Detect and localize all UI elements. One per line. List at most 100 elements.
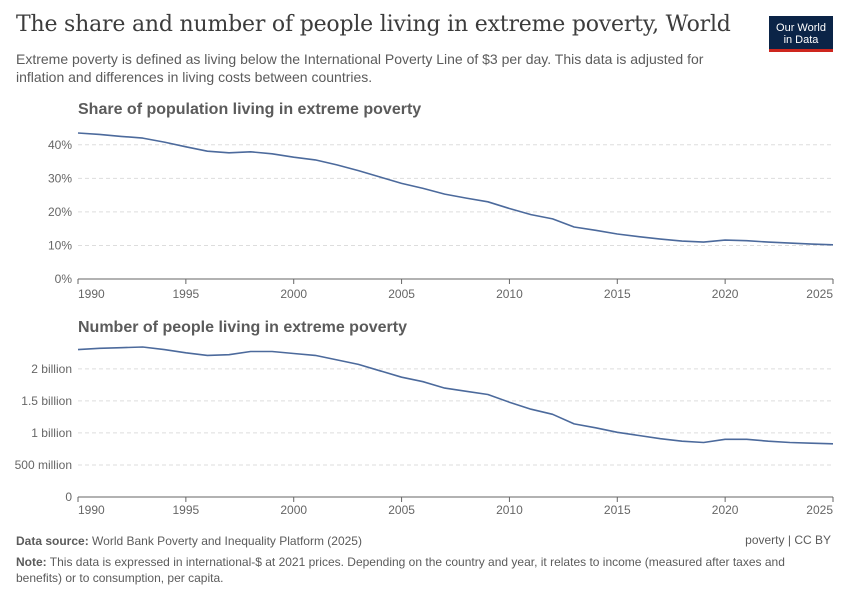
data-point[interactable] [334,357,340,363]
data-point[interactable] [657,236,663,242]
license-separator: | [787,533,791,547]
data-point[interactable] [571,421,577,427]
license-link[interactable]: CC BY [794,533,831,547]
chart-title-1: Share of population living in extreme po… [78,101,421,118]
data-point[interactable] [377,368,383,374]
chart-subtitle: Extreme poverty is defined as living bel… [16,51,704,85]
note-line: Note: This data is expressed in internat… [16,554,816,586]
data-point[interactable] [463,388,469,394]
data-point[interactable] [679,438,685,444]
data-point[interactable] [75,347,81,353]
data-point[interactable] [399,180,405,186]
data-point[interactable] [442,191,448,197]
y-tick-label: 10% [48,238,72,252]
data-point[interactable] [204,352,210,358]
data-point[interactable] [830,242,836,248]
data-point[interactable] [506,206,512,212]
x-tick-label: 2015 [604,287,631,301]
data-point[interactable] [183,350,189,356]
data-point[interactable] [701,239,707,245]
data-point[interactable] [140,344,146,350]
x-tick-label: 1990 [78,503,105,517]
data-point[interactable] [528,212,534,218]
data-point[interactable] [593,425,599,431]
data-point[interactable] [420,185,426,191]
data-point[interactable] [550,411,556,417]
series-line[interactable] [77,346,834,445]
data-point[interactable] [420,379,426,385]
data-point[interactable] [355,361,361,367]
data-point[interactable] [377,174,383,180]
data-point[interactable] [657,436,663,442]
y-tick-label: 0% [55,272,73,286]
data-point[interactable] [183,144,189,150]
y-tick-label: 40% [48,138,72,152]
data-point[interactable] [744,238,750,244]
x-tick-label: 2000 [280,287,307,301]
data-point[interactable] [312,352,318,358]
data-point[interactable] [75,130,81,136]
data-point[interactable] [765,239,771,245]
data-point[interactable] [161,347,167,353]
y-tick-label: 0 [65,490,72,504]
data-point[interactable] [571,224,577,230]
data-point[interactable] [97,345,103,351]
data-point[interactable] [118,133,124,139]
data-point[interactable] [808,440,814,446]
data-point[interactable] [593,227,599,233]
data-point[interactable] [506,399,512,405]
data-point[interactable] [140,135,146,141]
x-tick-label: 2010 [496,287,523,301]
license-line: poverty | CC BY [745,533,831,547]
data-point[interactable] [248,149,254,155]
data-point[interactable] [528,406,534,412]
data-point[interactable] [161,139,167,145]
data-point[interactable] [226,352,232,358]
data-point[interactable] [118,345,124,351]
data-point[interactable] [636,432,642,438]
data-point[interactable] [636,234,642,240]
y-tick-label: 1.5 billion [21,394,72,408]
data-point[interactable] [204,148,210,154]
data-point[interactable] [248,349,254,355]
data-point[interactable] [291,350,297,356]
data-point[interactable] [485,391,491,397]
data-point[interactable] [701,440,707,446]
y-tick-label: 500 million [15,458,72,472]
data-point[interactable] [399,374,405,380]
data-point[interactable] [97,131,103,137]
data-source-text: World Bank Poverty and Inequality Platfo… [92,534,362,548]
data-point[interactable] [355,168,361,174]
data-point[interactable] [291,154,297,160]
data-point[interactable] [722,237,728,243]
series-line[interactable] [77,132,834,246]
data-point[interactable] [334,162,340,168]
data-point[interactable] [830,441,836,447]
data-point[interactable] [765,438,771,444]
data-point[interactable] [485,199,491,205]
x-tick-label: 2025 [806,503,833,517]
data-point[interactable] [679,238,685,244]
data-point[interactable] [808,241,814,247]
y-tick-label: 20% [48,205,72,219]
data-point[interactable] [269,349,275,355]
data-point[interactable] [744,436,750,442]
data-point[interactable] [787,240,793,246]
data-point[interactable] [312,157,318,163]
owid-logo[interactable]: Our World in Data [769,16,833,52]
data-point[interactable] [442,385,448,391]
y-tick-label: 30% [48,171,72,185]
x-tick-label: 2020 [712,503,739,517]
data-point[interactable] [614,231,620,237]
data-point[interactable] [269,151,275,157]
data-point[interactable] [463,195,469,201]
x-tick-label: 2015 [604,503,631,517]
data-point[interactable] [226,150,232,156]
topic-link[interactable]: poverty [745,533,785,547]
x-tick-label: 2005 [388,503,415,517]
data-point[interactable] [614,429,620,435]
x-tick-label: 2020 [712,287,739,301]
data-point[interactable] [550,216,556,222]
data-point[interactable] [722,436,728,442]
data-point[interactable] [787,440,793,446]
